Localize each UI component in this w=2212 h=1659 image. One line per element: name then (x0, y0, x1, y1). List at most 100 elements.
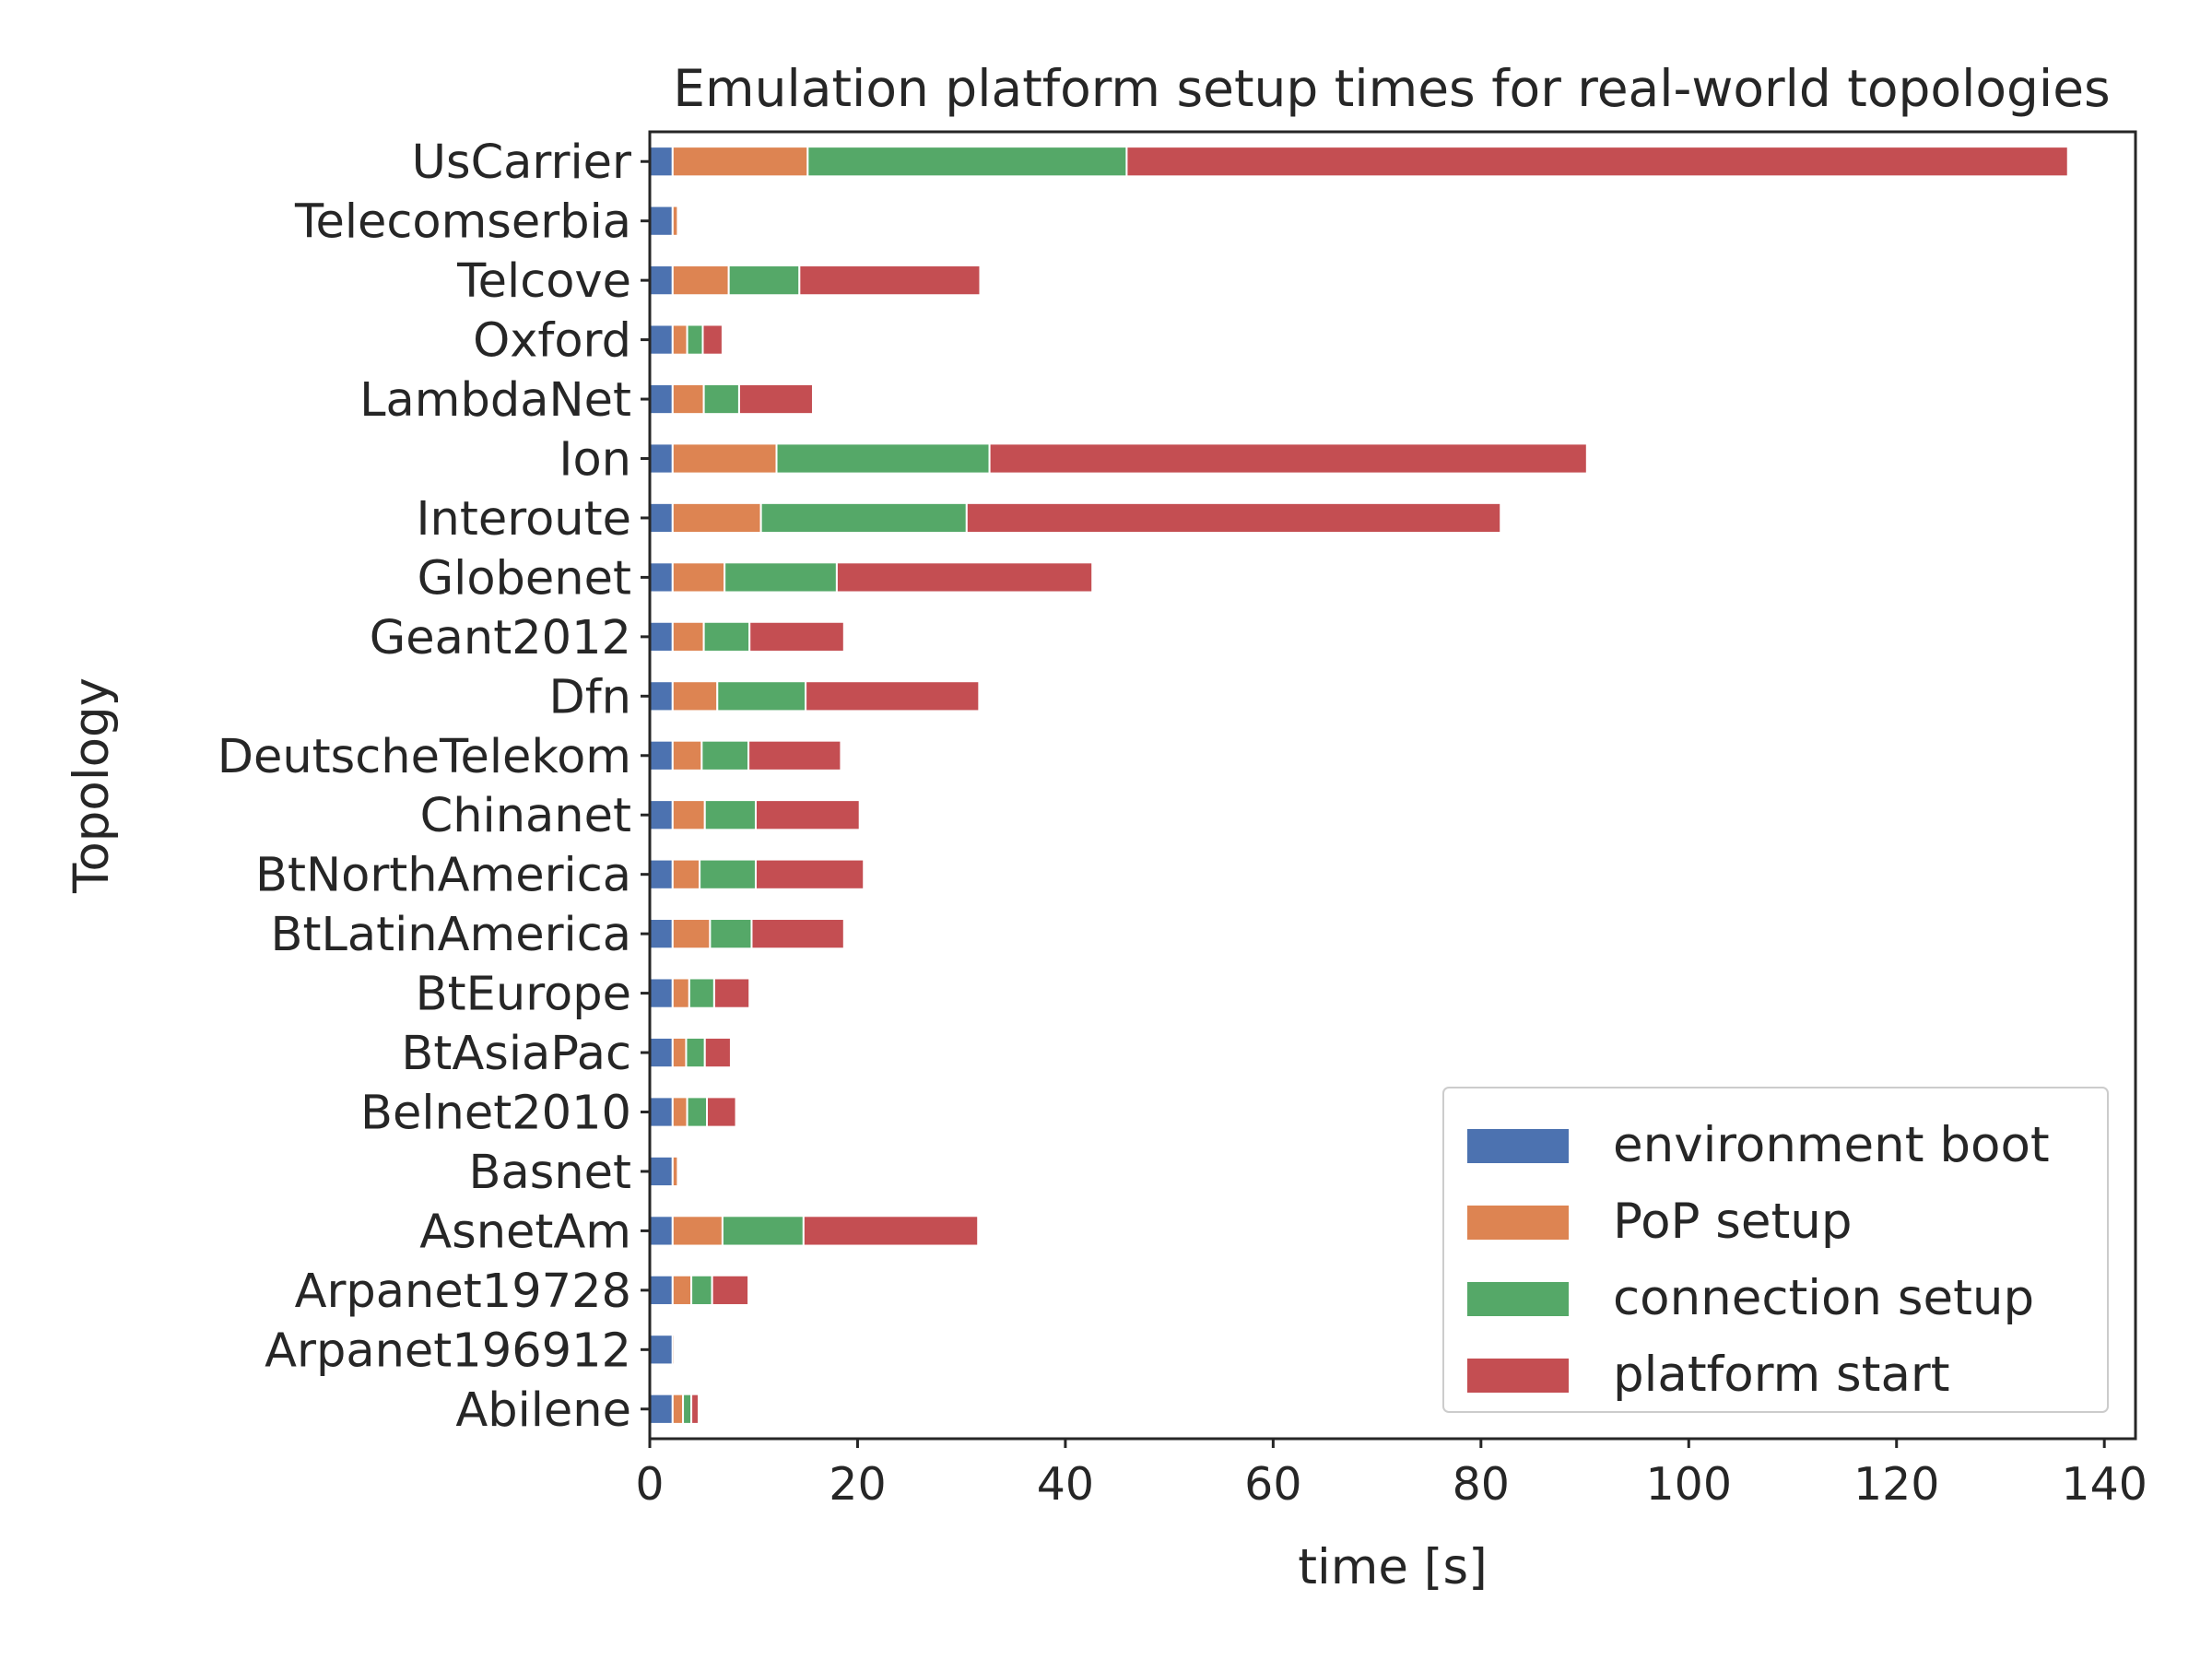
x-tick-label: 0 (635, 1458, 664, 1511)
legend-swatch-environment-boot (1467, 1129, 1569, 1163)
bar-Dfn-environment-boot (649, 680, 674, 712)
chart-title: Emulation platform setup times for real-… (673, 59, 2110, 118)
y-tick-label: BtEurope (416, 968, 631, 1022)
bar-BtAsiaPac-connection-setup (685, 1036, 706, 1069)
bar-Interoute-PoP-setup (671, 501, 762, 535)
y-tick-label: BtNorthAmerica (255, 849, 631, 903)
legend: environment boot PoP setup connection setu… (1442, 1087, 2109, 1413)
y-tick-label: UsCarrier (412, 135, 631, 190)
y-tick-label: Telecomserbia (294, 195, 631, 250)
bar-BtNorthAmerica-platform-start (754, 858, 865, 890)
bar-BtLatinAmerica-connection-setup (709, 918, 753, 950)
legend-label: PoP setup (1613, 1194, 1853, 1250)
legend-label: connection setup (1613, 1270, 2034, 1326)
bar-LambdaNet-connection-setup (702, 382, 740, 416)
y-tick-label: Telcove (456, 254, 631, 309)
bar-Globenet-platform-start (835, 561, 1094, 594)
plot-frame (648, 130, 2137, 1441)
bar-Telcove-PoP-setup (671, 265, 730, 297)
y-tick-label: Chinanet (420, 789, 631, 843)
x-tick-label: 100 (1646, 1458, 1733, 1511)
bar-BtEurope-PoP-setup (671, 977, 690, 1009)
bar-Interoute-platform-start (965, 501, 1502, 535)
y-tick-label: Oxford (473, 314, 631, 369)
bar-BtLatinAmerica-platform-start (750, 918, 845, 950)
bar-Abilene-environment-boot (649, 1393, 674, 1425)
y-axis-ticks: AbileneArpanet196912Arpanet19728AsnetAmB… (218, 135, 650, 1438)
bar-Globenet-connection-setup (724, 561, 838, 594)
bar-Chinanet-PoP-setup (671, 799, 706, 831)
bar-Dfn-platform-start (805, 680, 981, 712)
bar-Telecomserbia-platform-start (677, 205, 680, 237)
y-tick-label: Interoute (417, 492, 631, 547)
bar-Ion-connection-setup (775, 442, 991, 475)
y-tick-label: Globenet (418, 551, 631, 606)
bar-UsCarrier-connection-setup (806, 146, 1128, 178)
y-tick-label: LambdaNet (359, 373, 631, 428)
bar-Geant2012-connection-setup (702, 620, 751, 653)
bar-DeutscheTelekom-connection-setup (700, 739, 750, 771)
bar-Chinanet-environment-boot (649, 799, 674, 831)
y-tick-label: Geant2012 (370, 611, 631, 665)
bar-BtEurope-platform-start (712, 977, 751, 1009)
legend-swatch-connection-setup (1467, 1282, 1569, 1316)
bar-Telecomserbia-environment-boot (649, 205, 674, 237)
bar-Oxford-platform-start (701, 324, 724, 356)
bar-Globenet-PoP-setup (671, 561, 726, 594)
bar-Arpanet19728-environment-boot (649, 1274, 674, 1306)
bar-Oxford-PoP-setup (671, 324, 688, 356)
y-tick-label: BtLatinAmerica (270, 908, 631, 962)
bar-BtAsiaPac-PoP-setup (671, 1036, 688, 1069)
bar-DeutscheTelekom-environment-boot (649, 739, 674, 771)
bar-BtNorthAmerica-PoP-setup (671, 858, 701, 890)
bar-Basnet-platform-start (677, 1155, 680, 1188)
bar-Arpanet196912-environment-boot (649, 1334, 674, 1366)
x-axis-ticks: 0 20 40 60 80 100 120 140 (635, 1439, 2147, 1511)
bar-Telcove-connection-setup (727, 265, 801, 297)
bar-Dfn-PoP-setup (671, 680, 719, 712)
x-tick-label: 140 (2061, 1458, 2147, 1511)
bar-BtEurope-environment-boot (649, 977, 674, 1009)
bar-Abilene-connection-setup (682, 1393, 693, 1425)
bar-UsCarrier-environment-boot (649, 146, 674, 178)
bar-Arpanet19728-PoP-setup (671, 1274, 693, 1306)
y-tick-label: Ion (559, 433, 631, 488)
y-tick-label: DeutscheTelekom (218, 730, 631, 784)
bar-Ion-platform-start (988, 442, 1588, 475)
bar-Arpanet196912-platform-start (674, 1334, 677, 1366)
bar-Telcove-environment-boot (649, 265, 674, 297)
legend-swatch-PoP-setup (1467, 1206, 1569, 1240)
x-tick-label: 60 (1244, 1458, 1301, 1511)
bar-Belnet2010-connection-setup (686, 1096, 709, 1128)
bar-Arpanet19728-connection-setup (690, 1274, 713, 1306)
bar-BtNorthAmerica-environment-boot (649, 858, 674, 890)
bar-Ion-PoP-setup (671, 442, 778, 475)
legend-frame (1442, 1087, 2109, 1413)
bar-LambdaNet-platform-start (737, 382, 814, 416)
y-tick-label: Belnet2010 (360, 1087, 631, 1141)
bar-UsCarrier-PoP-setup (671, 146, 809, 178)
bar-BtLatinAmerica-environment-boot (649, 918, 674, 950)
legend-label: platform start (1613, 1347, 1950, 1403)
bar-DeutscheTelekom-PoP-setup (671, 739, 703, 771)
bar-Belnet2010-PoP-setup (671, 1096, 688, 1128)
bar-DeutscheTelekom-platform-start (747, 739, 842, 771)
legend-swatch-platform-start (1467, 1359, 1569, 1393)
bar-Arpanet19728-platform-start (711, 1274, 750, 1306)
y-tick-label: Arpanet19728 (295, 1265, 631, 1319)
bar-BtLatinAmerica-PoP-setup (671, 918, 712, 950)
y-tick-label: AsnetAm (419, 1205, 631, 1259)
x-tick-label: 80 (1453, 1458, 1510, 1511)
bar-AsnetAm-PoP-setup (671, 1215, 724, 1247)
bar-Chinanet-connection-setup (703, 799, 757, 831)
bar-Globenet-environment-boot (649, 561, 674, 594)
bar-Interoute-connection-setup (759, 501, 968, 535)
y-tick-label: Arpanet196912 (265, 1324, 631, 1378)
bar-Ion-environment-boot (649, 442, 674, 475)
y-tick-label: Basnet (468, 1146, 631, 1200)
bar-Basnet-environment-boot (649, 1155, 674, 1188)
bar-UsCarrier-platform-start (1125, 146, 2069, 178)
x-axis-label: time [s] (1298, 1539, 1488, 1595)
bar-AsnetAm-platform-start (802, 1215, 980, 1247)
